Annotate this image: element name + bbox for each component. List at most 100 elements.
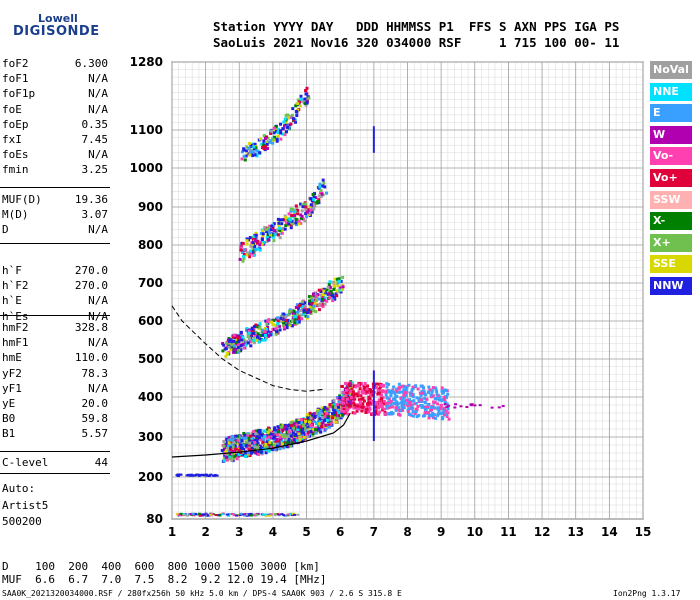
echo-point-spread xyxy=(393,397,397,401)
echo-point-hop3 xyxy=(318,185,322,189)
echo-point-f2 xyxy=(224,455,228,459)
echo-point-hop4 xyxy=(244,154,248,158)
echo-point-hop4 xyxy=(240,150,244,154)
echo-point-spread xyxy=(398,385,402,389)
param-value: N/A xyxy=(88,72,108,86)
echo-point-hop2 xyxy=(332,284,336,288)
echo-point-spread xyxy=(355,409,359,413)
echo-point-f2 xyxy=(245,440,249,444)
echo-point-spread xyxy=(435,393,439,397)
echo-point-spread xyxy=(369,393,373,397)
echo-point-hop3 xyxy=(245,253,249,257)
echo-point-hop2 xyxy=(319,293,323,297)
echo-point-hop3 xyxy=(252,234,256,238)
echo-point-f2 xyxy=(272,435,276,439)
echo-point-hop3 xyxy=(301,205,305,209)
echo-point-spread xyxy=(347,406,351,410)
echo-point-f2 xyxy=(322,409,326,413)
echo-point-hop2 xyxy=(230,341,234,345)
echo-point-hop3 xyxy=(276,233,280,237)
param-row-hf: h`F 270.0 xyxy=(2,264,108,278)
echo-point-hop2 xyxy=(267,318,271,322)
legend-item-vo: Vo- xyxy=(650,147,692,166)
echo-point-f2 xyxy=(267,426,271,430)
echo-point-hop4 xyxy=(262,143,266,147)
echo-point-hop3 xyxy=(294,204,298,208)
echo-point-f2 xyxy=(222,457,226,461)
echo-point-f2 xyxy=(283,425,287,429)
echo-point-spread xyxy=(497,406,501,409)
echo-point-hop4 xyxy=(291,113,295,117)
echo-point-spread xyxy=(370,389,374,393)
echo-point-hop3 xyxy=(260,242,264,246)
echo-point-f2 xyxy=(245,434,249,438)
echo-point-hop3 xyxy=(289,226,293,230)
echo-point-hop2 xyxy=(295,312,299,316)
echo-point-hop2 xyxy=(288,323,292,327)
echo-point-hop2 xyxy=(321,297,325,301)
echo-point-f2 xyxy=(281,426,285,430)
echo-point-hop2 xyxy=(315,299,319,303)
echo-point-f2 xyxy=(249,447,253,451)
echo-point-hop3 xyxy=(258,243,262,247)
echo-point-f2 xyxy=(264,442,268,446)
echo-point-hop2 xyxy=(253,333,257,337)
echo-point-spread xyxy=(419,384,423,388)
echo-point-spread xyxy=(397,390,401,394)
echo-point-hop3 xyxy=(254,248,258,252)
echo-point-spread xyxy=(423,393,427,397)
echo-point-hop3 xyxy=(256,239,260,243)
echo-point-f2 xyxy=(253,440,257,444)
echo-point-f2 xyxy=(333,403,337,407)
echo-point-hop2 xyxy=(328,290,332,294)
echo-point-f2 xyxy=(241,450,245,454)
echo-point-spread xyxy=(346,382,350,386)
echo-point-spread xyxy=(355,392,359,396)
echo-point-spread xyxy=(366,384,370,388)
echo-point-f2 xyxy=(323,415,327,419)
echo-point-hop4 xyxy=(265,142,269,146)
echo-point-f2 xyxy=(303,419,307,423)
echo-point-hop3 xyxy=(280,218,284,222)
echo-point-hop3 xyxy=(305,215,309,219)
echo-point-f2 xyxy=(251,441,255,445)
echo-point-hop2 xyxy=(328,286,332,290)
echo-point-hop3 xyxy=(321,178,325,182)
echo-point-f2 xyxy=(308,411,312,415)
echo-point-hop2 xyxy=(238,336,242,340)
echo-point-f2 xyxy=(265,440,269,444)
auto-label: Auto: xyxy=(2,482,36,495)
echo-point-f2 xyxy=(288,432,292,436)
echo-point-f2 xyxy=(249,434,253,438)
echo-point-hop4 xyxy=(276,134,280,138)
echo-point-hop2 xyxy=(311,292,315,296)
echo-point-hop4 xyxy=(269,131,273,135)
echo-point-spread xyxy=(445,402,449,406)
logo-lowell-text: Lowell xyxy=(38,12,78,25)
param-value: 6.300 xyxy=(74,57,108,70)
param-row-hf2: h`F2 270.0 xyxy=(2,279,108,293)
echo-point-f2 xyxy=(331,416,335,420)
echo-point-hop2 xyxy=(222,343,226,347)
echo-point-hop2 xyxy=(229,348,233,352)
echo-point-spread xyxy=(368,407,372,411)
echo-point-spread xyxy=(342,401,346,405)
echo-point-spread xyxy=(358,387,362,391)
echo-point-hop4 xyxy=(248,153,252,157)
echo-point-f2 xyxy=(231,448,235,452)
echo-point-spread xyxy=(437,409,441,413)
echo-point-spread xyxy=(430,413,434,417)
echo-point-f2 xyxy=(225,436,229,440)
echo-point-low xyxy=(205,514,209,517)
echo-point-spread xyxy=(368,401,372,405)
param-separator xyxy=(0,473,110,474)
echo-point-low xyxy=(176,473,180,476)
echo-point-spread xyxy=(432,416,436,420)
echo-point-low xyxy=(218,514,222,517)
echo-point-spread xyxy=(394,406,398,410)
echo-point-spread xyxy=(351,400,355,404)
echo-point-spread xyxy=(422,389,426,393)
echo-point-hop2 xyxy=(266,325,270,329)
echo-point-spread xyxy=(459,405,463,408)
echo-point-hop2 xyxy=(304,308,308,312)
